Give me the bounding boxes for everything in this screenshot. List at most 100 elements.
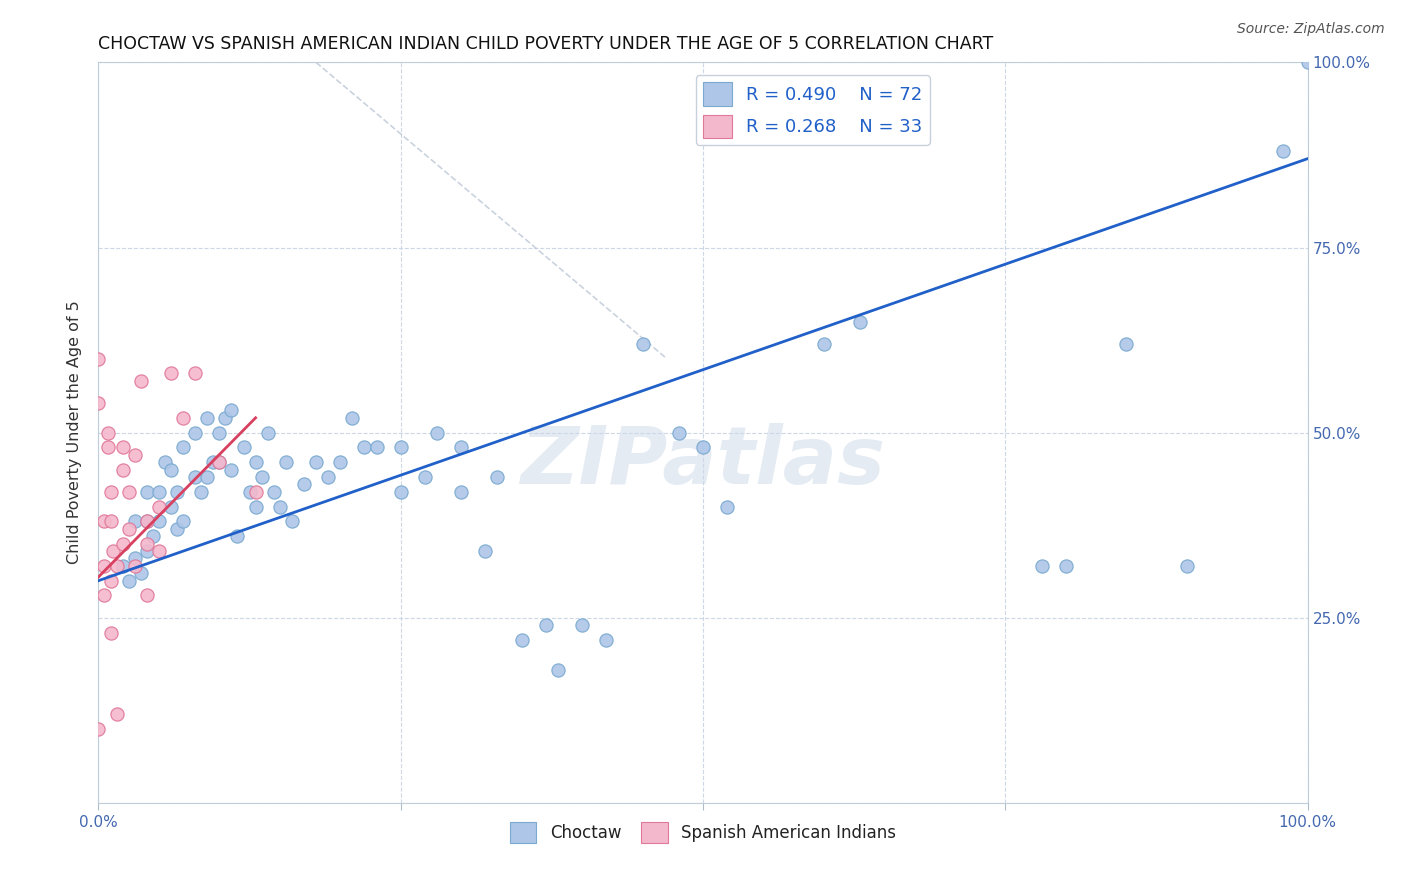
Point <box>269 500 291 514</box>
Point <box>510 632 533 647</box>
Point <box>100 625 122 640</box>
Point <box>118 484 141 499</box>
Point <box>450 441 472 455</box>
Point <box>93 589 115 603</box>
Point <box>232 441 254 455</box>
Point <box>111 536 134 550</box>
Point <box>221 462 243 476</box>
Point <box>184 367 207 381</box>
Point <box>129 566 152 581</box>
Point <box>208 455 231 469</box>
Point <box>281 515 304 529</box>
Text: CHOCTAW VS SPANISH AMERICAN INDIAN CHILD POVERTY UNDER THE AGE OF 5 CORRELATION : CHOCTAW VS SPANISH AMERICAN INDIAN CHILD… <box>98 35 994 53</box>
Point <box>245 455 267 469</box>
Point <box>263 484 285 499</box>
Point <box>426 425 449 440</box>
Point <box>172 410 194 425</box>
Point <box>160 462 183 476</box>
Point <box>389 484 412 499</box>
Point <box>148 515 170 529</box>
Point <box>97 441 120 455</box>
Point <box>148 484 170 499</box>
Point <box>153 455 176 469</box>
Point <box>142 529 165 543</box>
Point <box>124 448 146 462</box>
Point <box>256 425 278 440</box>
Point <box>571 618 593 632</box>
Point <box>813 336 835 351</box>
Point <box>184 470 207 484</box>
Point <box>1054 558 1077 573</box>
Point <box>100 484 122 499</box>
Point <box>389 441 412 455</box>
Point <box>105 558 128 573</box>
Point <box>474 544 496 558</box>
Point <box>111 462 134 476</box>
Point <box>135 515 157 529</box>
Point <box>148 500 170 514</box>
Point <box>87 722 110 736</box>
Point <box>1175 558 1198 573</box>
Point <box>221 403 243 417</box>
Point <box>111 558 134 573</box>
Point <box>239 484 262 499</box>
Point <box>124 551 146 566</box>
Point <box>631 336 654 351</box>
Point <box>202 455 225 469</box>
Point <box>716 500 738 514</box>
Point <box>547 663 569 677</box>
Point <box>184 425 207 440</box>
Point <box>172 441 194 455</box>
Point <box>1031 558 1053 573</box>
Point <box>353 441 375 455</box>
Point <box>135 589 157 603</box>
Point <box>111 441 134 455</box>
Point <box>316 470 339 484</box>
Point <box>250 470 273 484</box>
Point <box>100 574 122 588</box>
Point <box>166 522 188 536</box>
Point <box>534 618 557 632</box>
Text: ZIPatlas: ZIPatlas <box>520 423 886 501</box>
Point <box>172 515 194 529</box>
Point <box>195 410 218 425</box>
Point <box>668 425 690 440</box>
Point <box>486 470 509 484</box>
Point <box>129 374 152 388</box>
Point <box>413 470 436 484</box>
Point <box>1296 55 1319 70</box>
Point <box>1115 336 1137 351</box>
Point <box>135 515 157 529</box>
Point <box>366 441 388 455</box>
Point <box>101 544 124 558</box>
Point <box>245 500 267 514</box>
Legend: Choctaw, Spanish American Indians: Choctaw, Spanish American Indians <box>503 815 903 850</box>
Point <box>135 544 157 558</box>
Point <box>342 410 364 425</box>
Point <box>208 425 231 440</box>
Point <box>274 455 297 469</box>
Point <box>87 396 110 410</box>
Point <box>93 515 115 529</box>
Point <box>160 500 183 514</box>
Point <box>160 367 183 381</box>
Point <box>595 632 617 647</box>
Point <box>118 522 141 536</box>
Point <box>190 484 212 499</box>
Point <box>1272 145 1295 159</box>
Text: Source: ZipAtlas.com: Source: ZipAtlas.com <box>1237 22 1385 37</box>
Point <box>214 410 236 425</box>
Point <box>166 484 188 499</box>
Point <box>195 470 218 484</box>
Y-axis label: Child Poverty Under the Age of 5: Child Poverty Under the Age of 5 <box>67 301 83 565</box>
Point <box>226 529 249 543</box>
Point <box>100 515 122 529</box>
Point <box>305 455 328 469</box>
Point <box>135 536 157 550</box>
Point <box>124 515 146 529</box>
Point <box>97 425 120 440</box>
Point <box>329 455 352 469</box>
Point <box>118 574 141 588</box>
Point <box>292 477 315 491</box>
Point <box>208 455 231 469</box>
